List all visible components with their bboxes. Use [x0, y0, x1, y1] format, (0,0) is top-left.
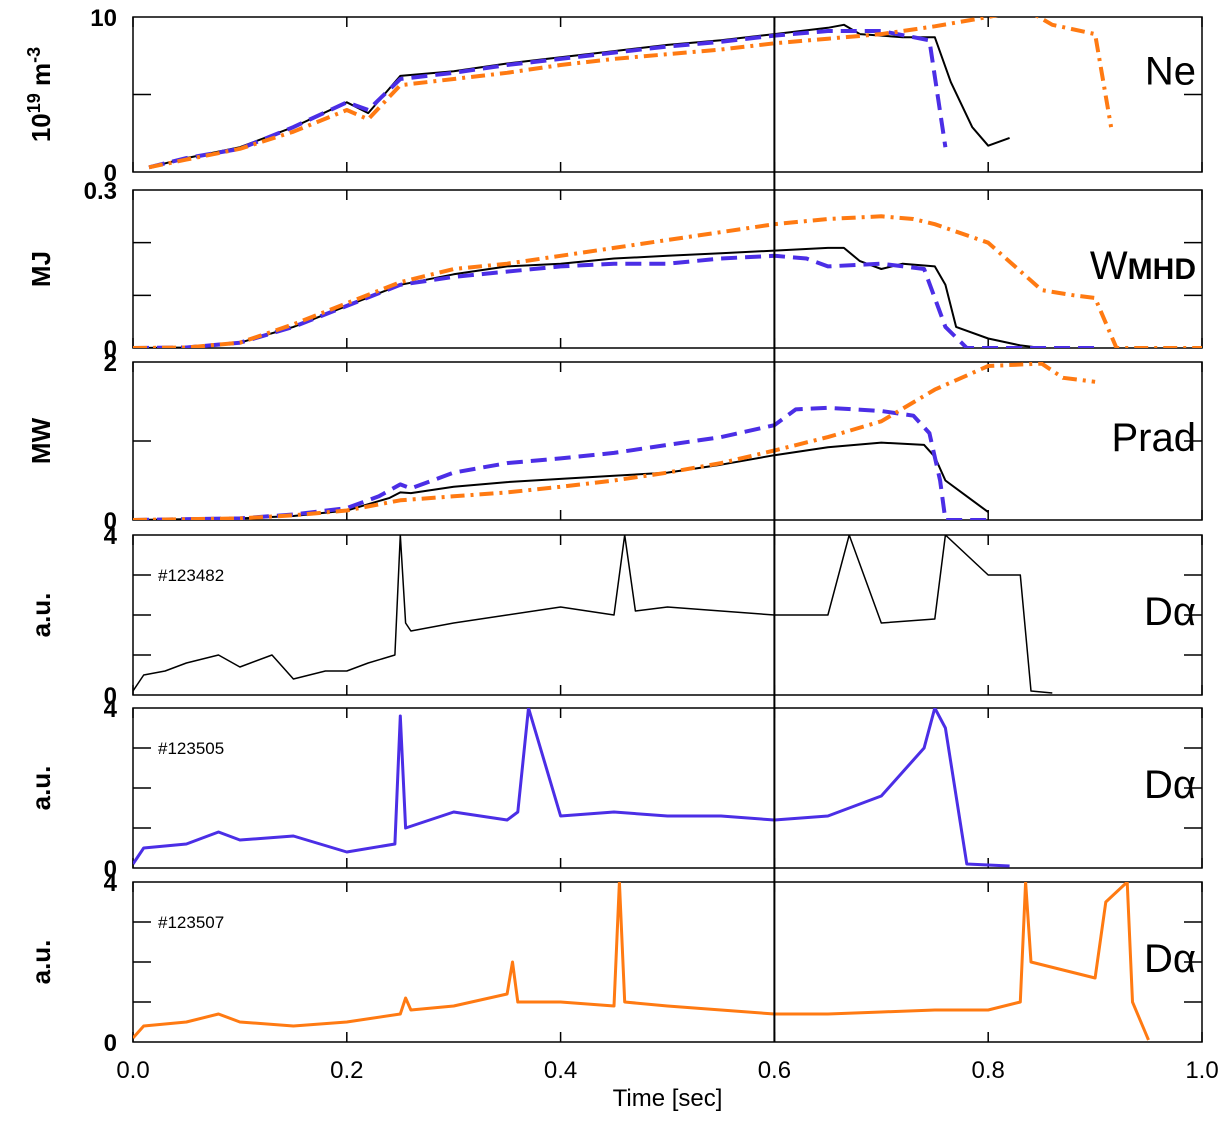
- series-line-blue: [148, 29, 948, 170]
- panel-frame: [132, 534, 1203, 696]
- series-line-blue: [133, 405, 989, 520]
- y-tick-label: 4: [104, 870, 118, 897]
- y-tick-label: 0: [104, 336, 117, 363]
- y-tick-label: 0.3: [84, 178, 117, 205]
- y-axis-label: a.u.: [26, 593, 56, 638]
- x-tick-label: 0.0: [116, 1057, 149, 1084]
- x-tick-label: 1.0: [1185, 1057, 1218, 1084]
- y-axis-label-sup: 19: [24, 93, 44, 113]
- y-axis-label: 1019 m-3: [24, 47, 56, 142]
- panel-frame: [132, 16, 1203, 173]
- series-line-black: [148, 23, 1010, 169]
- x-tick-label: 0.2: [330, 1057, 363, 1084]
- y-tick-label: 0: [104, 856, 117, 883]
- panel-label: Dα: [1144, 590, 1196, 634]
- y-axis-label-unit: m: [26, 63, 56, 93]
- series-line-black: [133, 441, 989, 520]
- x-tick-label: 0.8: [972, 1057, 1005, 1084]
- x-tick-label: 0.6: [758, 1057, 791, 1084]
- x-tick-label: 0.4: [544, 1057, 577, 1084]
- y-tick-label: 4: [104, 523, 118, 550]
- y-tick-label: 10: [90, 5, 117, 32]
- series-line-blue: [133, 253, 1096, 348]
- panel-label: Dα: [1144, 937, 1196, 981]
- series-line-black: [133, 246, 1042, 348]
- series-line-black: [133, 535, 1053, 694]
- panel-label: Ne: [1145, 50, 1196, 94]
- x-axis-label: Time [sec]: [613, 1085, 723, 1112]
- series-line-orange: [133, 362, 1096, 520]
- panel-frame: [132, 361, 1203, 521]
- y-tick-label: 0: [104, 160, 117, 187]
- y-tick-label: 2: [104, 350, 117, 377]
- y-axis-label: MW: [26, 417, 56, 464]
- series-line-orange: [148, 17, 1114, 170]
- shot-number: #123482: [158, 566, 224, 585]
- panel-da3: 0 4 a.u. Dα #123507: [26, 870, 1203, 1057]
- y-tick-label: 0: [104, 508, 117, 535]
- panel-frame: [132, 881, 1203, 1043]
- panel-label: Prad: [1112, 416, 1197, 460]
- y-axis-label: a.u.: [26, 940, 56, 985]
- series-line-orange: [133, 214, 1202, 348]
- y-axis-label: a.u.: [26, 766, 56, 811]
- panel-frame: [132, 707, 1203, 869]
- panel-prad: 0 2 MW Prad: [26, 350, 1203, 535]
- panel-label: WMHD: [1090, 244, 1196, 288]
- panel-frame: [132, 189, 1203, 349]
- panel-ne: 0 10 1019 m-3 Ne: [24, 5, 1203, 187]
- series-line-blue: [133, 708, 1010, 868]
- y-tick-label: 4: [104, 696, 118, 723]
- panel-label-sub: MHD: [1128, 253, 1196, 286]
- panel-da1: 0 4 a.u. Dα #123482: [26, 523, 1203, 710]
- panel-da2: 0 4 a.u. Dα #123505: [26, 696, 1203, 883]
- y-axis-label-unit-sup: -3: [24, 47, 44, 63]
- series-line-orange: [133, 882, 1150, 1041]
- shot-number: #123505: [158, 739, 224, 758]
- y-axis-label: MJ: [26, 251, 56, 287]
- y-tick-label: 0: [104, 683, 117, 710]
- shot-number: #123507: [158, 913, 224, 932]
- panel-wmhd: 0 0.3 MJ WMHD: [26, 178, 1203, 363]
- panel-label: Dα: [1144, 763, 1196, 807]
- y-tick-label: 0: [104, 1030, 117, 1057]
